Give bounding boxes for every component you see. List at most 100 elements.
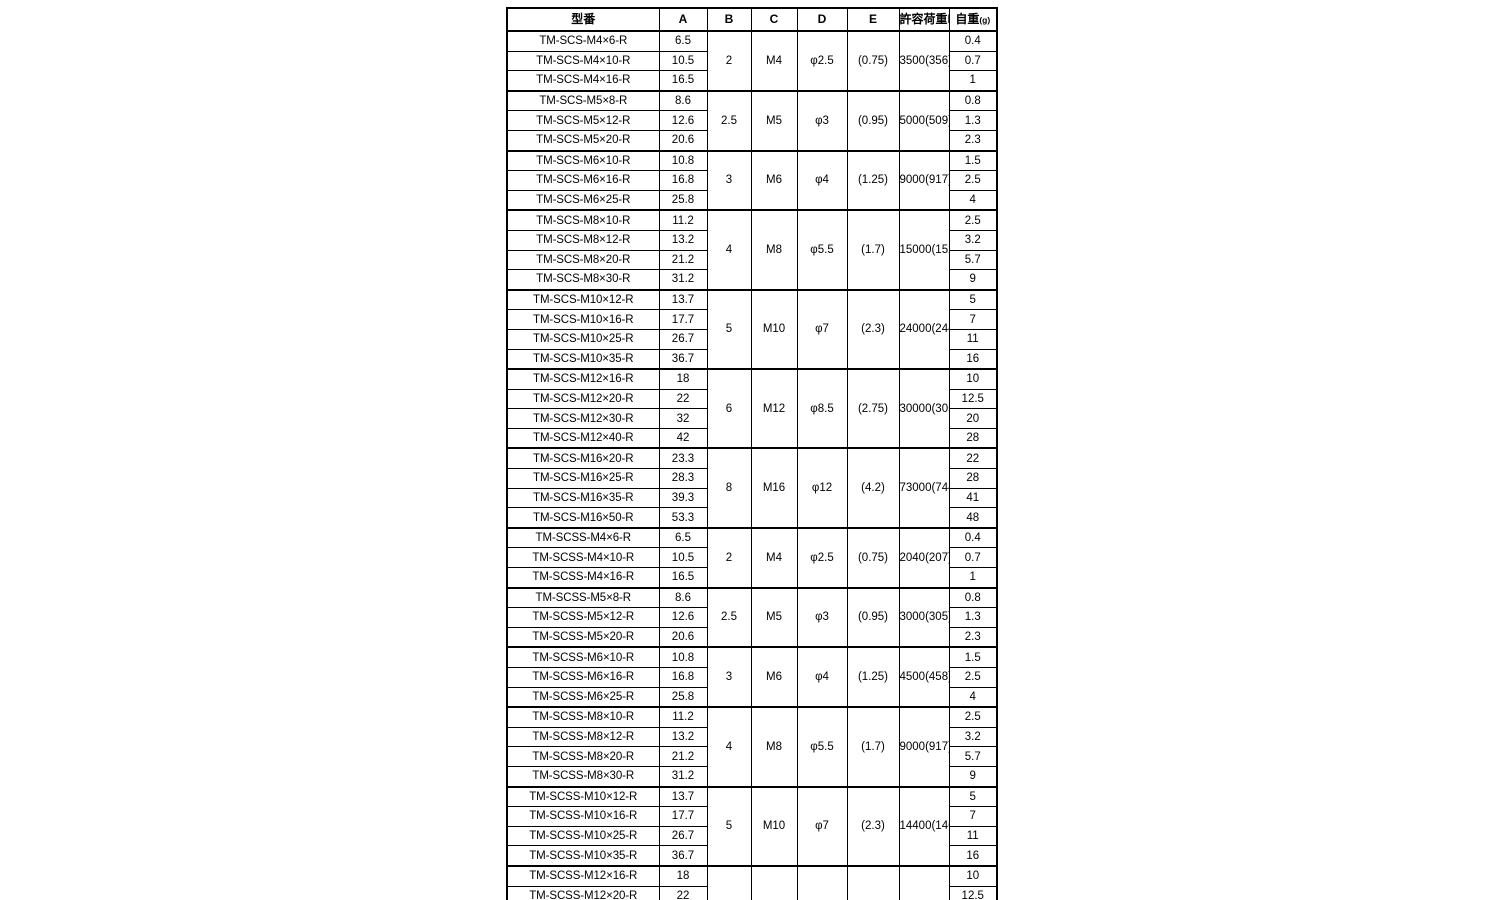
cell-dimension-a: 36.7 xyxy=(658,845,708,867)
cell-dimension-a: 36.7 xyxy=(658,348,708,370)
cell-dimension-d: φ5.5 xyxy=(796,209,848,291)
cell-dimension-a: 16.5 xyxy=(658,70,708,92)
cell-weight: 28 xyxy=(948,468,998,489)
cell-weight: 12.5 xyxy=(948,388,998,410)
cell-dimension-a: 25.8 xyxy=(658,686,708,708)
cell-dimension-e: (2.3) xyxy=(846,288,900,370)
cell-model: TM-SCS-M5×20-R xyxy=(506,129,660,152)
cell-model: TM-SCSS-M10×12-R xyxy=(506,785,660,808)
cell-thread-c: M4 xyxy=(750,30,798,92)
cell-dimension-a: 8.6 xyxy=(658,586,708,609)
cell-model: TM-SCSS-M8×20-R xyxy=(506,746,660,767)
cell-weight: 2.5 xyxy=(948,706,998,728)
cell-dimension-e: (4.2) xyxy=(846,447,900,529)
table-row: TM-SCS-M12×16-R186M12φ8.5(2.75)30000(305… xyxy=(506,368,998,449)
cell-thread-c: M6 xyxy=(750,646,798,708)
cell-model: TM-SCS-M8×30-R xyxy=(506,269,660,291)
cell-weight: 16 xyxy=(948,845,998,867)
table-row: TM-SCS-M4×10-R 10.5 0.7 xyxy=(506,50,998,72)
cell-dimension-d: φ3 xyxy=(796,586,848,648)
cell-allowable-load: 73000(7441) xyxy=(898,447,950,529)
cell-dimension-a: 20.6 xyxy=(658,626,708,648)
cell-weight: 7 xyxy=(948,806,998,827)
cell-model: TM-SCS-M10×16-R xyxy=(506,309,660,330)
cell-model: TM-SCSS-M12×20-R xyxy=(506,885,660,900)
cell-allowable-load: 5000(509) xyxy=(898,89,950,152)
cell-model: TM-SCSS-M4×10-R xyxy=(506,547,660,569)
table-row: TM-SCS-M6×25-R 25.8 4 xyxy=(506,189,998,211)
cell-dimension-a: 12.6 xyxy=(658,110,708,131)
cell-weight: 5.7 xyxy=(948,249,998,271)
cell-model: TM-SCS-M5×8-R xyxy=(506,89,660,112)
cell-model: TM-SCS-M4×16-R xyxy=(506,70,660,92)
cell-model: TM-SCSS-M10×35-R xyxy=(506,845,660,867)
cell-weight: 0.7 xyxy=(948,50,998,72)
cell-dimension-d: φ8.5 xyxy=(796,864,848,900)
cell-model: TM-SCSS-M6×16-R xyxy=(506,667,660,688)
cell-model: TM-SCS-M10×25-R xyxy=(506,328,660,350)
cell-model: TM-SCSS-M4×6-R xyxy=(506,526,660,549)
cell-model: TM-SCS-M16×50-R xyxy=(506,507,660,529)
cell-dimension-d: φ2.5 xyxy=(796,526,848,589)
cell-dimension-e: (0.75) xyxy=(846,526,900,589)
cell-dimension-b: 2 xyxy=(706,526,752,589)
cell-weight: 3.2 xyxy=(948,229,998,251)
cell-dimension-d: φ8.5 xyxy=(796,368,848,449)
cell-weight: 4 xyxy=(948,686,998,708)
cell-dimension-d: φ7 xyxy=(796,288,848,370)
cell-model: TM-SCSS-M5×20-R xyxy=(506,626,660,648)
cell-dimension-a: 26.7 xyxy=(658,328,708,350)
cell-model: TM-SCS-M16×20-R xyxy=(506,447,660,470)
header-label: C xyxy=(769,12,779,27)
header-label: E xyxy=(868,12,877,27)
cell-dimension-a: 31.2 xyxy=(658,765,708,788)
table-row: TM-SCSS-M10×35-R 36.7 16 xyxy=(506,845,998,867)
cell-model: TM-SCSS-M8×12-R xyxy=(506,726,660,748)
cell-weight: 48 xyxy=(948,507,998,529)
cell-dimension-a: 18 xyxy=(658,368,708,390)
cell-allowable-load: 14400(1467) xyxy=(898,785,950,867)
table-row: TM-SCS-M8×10-R11.24M8φ5.5(1.7)15000(1529… xyxy=(506,209,998,291)
column-header-d: D xyxy=(796,7,848,32)
cell-dimension-b: 8 xyxy=(706,447,752,529)
cell-dimension-a: 25.8 xyxy=(658,189,708,211)
cell-dimension-a: 16.8 xyxy=(658,667,708,688)
column-header-model: 型番 xyxy=(506,7,660,32)
cell-dimension-a: 20.6 xyxy=(658,129,708,152)
cell-model: TM-SCS-M16×35-R xyxy=(506,487,660,509)
cell-model: TM-SCS-M12×40-R xyxy=(506,427,660,449)
cell-dimension-b: 5 xyxy=(706,785,752,867)
cell-dimension-d: φ3 xyxy=(796,89,848,152)
cell-weight: 16 xyxy=(948,348,998,370)
cell-dimension-a: 16.8 xyxy=(658,170,708,191)
table-row: TM-SCSS-M12×16-R186M12φ8.5(2.75)18000(18… xyxy=(506,864,998,900)
cell-dimension-a: 8.6 xyxy=(658,89,708,112)
cell-dimension-b: 3 xyxy=(706,646,752,708)
cell-dimension-e: (0.75) xyxy=(846,30,900,92)
cell-weight: 1 xyxy=(948,567,998,589)
cell-weight: 28 xyxy=(948,427,998,449)
cell-model: TM-SCSS-M4×16-R xyxy=(506,567,660,589)
header-unit: (g) xyxy=(979,15,991,26)
cell-model: TM-SCSS-M5×12-R xyxy=(506,607,660,628)
cell-dimension-a: 13.7 xyxy=(658,785,708,808)
cell-allowable-load: 9000(917) xyxy=(898,149,950,211)
cell-model: TM-SCS-M12×30-R xyxy=(506,408,660,429)
cell-model: TM-SCS-M6×25-R xyxy=(506,189,660,211)
cell-dimension-e: (2.3) xyxy=(846,785,900,867)
cell-weight: 5 xyxy=(948,288,998,311)
cell-dimension-a: 10.5 xyxy=(658,547,708,569)
cell-model: TM-SCS-M5×12-R xyxy=(506,110,660,131)
specification-table: 型番 A B C D E 許容荷重N(kgf) 自重(g) TM-SCS-M4×… xyxy=(506,7,998,900)
cell-thread-c: M5 xyxy=(750,586,798,648)
table-row: TM-SCSS-M10×16-R 17.7 7 xyxy=(506,806,998,827)
cell-dimension-a: 10.5 xyxy=(658,50,708,72)
cell-allowable-load: 3500(356) xyxy=(898,30,950,92)
cell-thread-c: M12 xyxy=(750,368,798,449)
cell-model: TM-SCSS-M6×10-R xyxy=(506,646,660,669)
cell-dimension-a: 39.3 xyxy=(658,487,708,509)
cell-dimension-a: 28.3 xyxy=(658,468,708,489)
cell-weight: 20 xyxy=(948,408,998,429)
cell-allowable-load: 18000(1834) xyxy=(898,864,950,900)
header-label: D xyxy=(817,12,827,27)
